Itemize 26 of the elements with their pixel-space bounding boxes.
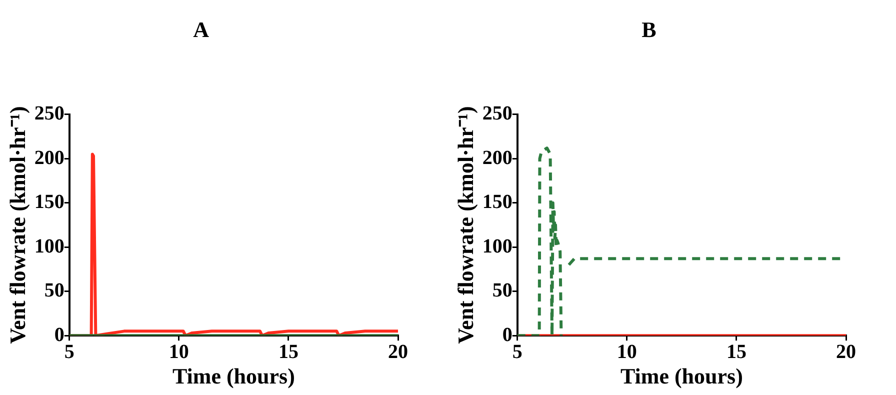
x-tick-label: 10 (168, 340, 189, 363)
x-tick-label: 5 (64, 340, 74, 363)
x-tick-label: 10 (616, 340, 637, 363)
y-tick-label: 150 (482, 191, 512, 214)
y-tick-label: 50 (492, 280, 512, 302)
y-axis-title: Vent flowrate (kmol·hr⁻¹) (452, 106, 478, 344)
y-tick-label: 200 (482, 146, 512, 169)
y-tick-label: 100 (34, 235, 64, 258)
y-tick-label: 100 (482, 235, 512, 258)
x-axis-title: Time (hours) (172, 363, 295, 388)
x-tick-label: 20 (836, 340, 856, 363)
x-axis-title: Time (hours) (620, 363, 743, 388)
x-tick-label: 20 (388, 340, 408, 363)
chart-title: A (193, 16, 210, 42)
y-tick-label: 250 (34, 102, 64, 125)
y-tick-label: 0 (502, 324, 512, 346)
x-tick-label: 15 (726, 340, 746, 363)
chart-title: B (642, 16, 657, 42)
x-tick-label: 15 (278, 340, 298, 363)
y-tick-label: 0 (54, 324, 64, 346)
y-tick-label: 150 (34, 191, 64, 214)
y-tick-label: 50 (44, 280, 64, 302)
x-tick-label: 5 (512, 340, 522, 363)
y-tick-label: 200 (34, 146, 64, 169)
y-tick-label: 250 (482, 102, 512, 125)
y-axis-title: Vent flowrate (kmol·hr⁻¹) (4, 106, 30, 344)
